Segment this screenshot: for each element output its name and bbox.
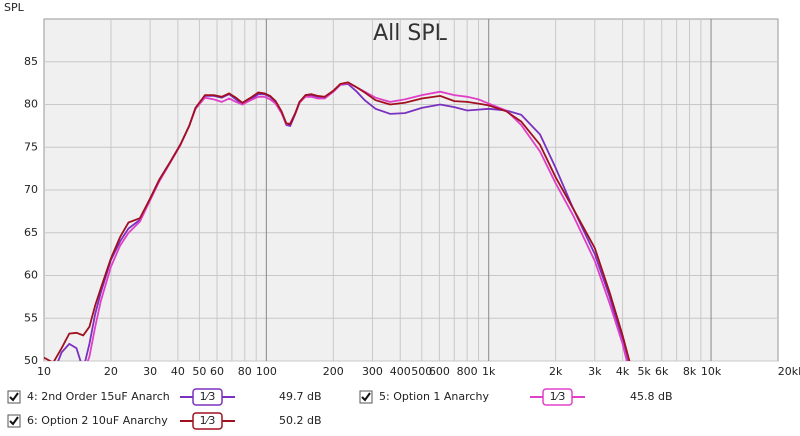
chart-title: All SPL [373, 21, 447, 46]
y-tick-label: 55 [24, 311, 38, 324]
y-tick-label: 70 [24, 183, 38, 196]
legend-level: 45.8 dB [630, 390, 673, 403]
x-tick-label: 400 [390, 365, 411, 378]
x-tick-label: 40 [171, 365, 185, 378]
x-tick-label: 8k [683, 365, 697, 378]
legend-check [9, 416, 19, 426]
smoothing-box[interactable] [192, 412, 223, 430]
x-tick-label: 30 [143, 365, 157, 378]
x-tick-label: 60 [210, 365, 224, 378]
x-tick-label: 800 [457, 365, 478, 378]
x-tick-label: 600 [429, 365, 450, 378]
x-tick-label: 20 [104, 365, 118, 378]
legend-label: 6: Option 2 10uF Anarchy [27, 414, 168, 427]
y-tick-label: 80 [24, 98, 38, 111]
x-tick-label: 50 [192, 365, 206, 378]
legend-label: 4: 2nd Order 15uF Anarch [27, 390, 170, 403]
series-line [44, 81, 631, 361]
y-tick-label: 50 [24, 354, 38, 367]
x-tick-label: 100 [256, 365, 277, 378]
x-tick-label: 200 [323, 365, 344, 378]
x-tick-label: 500 [411, 365, 432, 378]
smoothing-label: 1⁄3 [200, 414, 216, 427]
legend-check [361, 392, 371, 402]
legend-level: 49.7 dB [279, 390, 322, 403]
x-tick-label: 1k [482, 365, 496, 378]
smoothing-box[interactable] [542, 388, 573, 406]
x-tick-label: 5k [637, 365, 651, 378]
x-tick-label: 80 [238, 365, 252, 378]
x-tick-label: 3k [588, 365, 602, 378]
x-tick-label: 10 [37, 365, 51, 378]
legend-level: 50.2 dB [279, 414, 322, 427]
y-tick-label: 65 [24, 226, 38, 239]
y-axis-label: SPL [4, 1, 25, 14]
smoothing-box[interactable] [192, 388, 223, 406]
x-tick-label: 20kHz [778, 365, 800, 378]
x-tick-label: 4k [616, 365, 630, 378]
y-tick-label: 85 [24, 55, 38, 68]
legend-check [9, 392, 19, 402]
x-tick-label: 300 [362, 365, 383, 378]
x-tick-label: 2k [549, 365, 563, 378]
x-tick-label: 6k [655, 365, 669, 378]
x-tick-label: 10k [701, 365, 722, 378]
legend-label: 5: Option 1 Anarchy [379, 390, 489, 403]
smoothing-label: 1⁄3 [550, 390, 566, 403]
y-tick-label: 75 [24, 140, 38, 153]
y-tick-label: 60 [24, 269, 38, 282]
smoothing-label: 1⁄3 [200, 390, 216, 403]
